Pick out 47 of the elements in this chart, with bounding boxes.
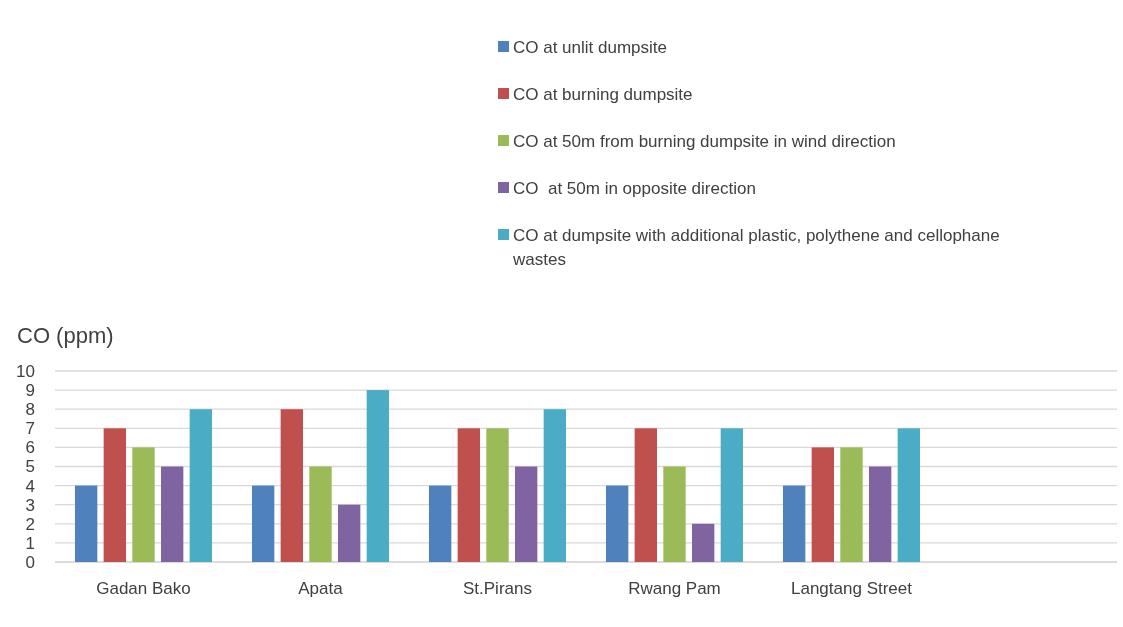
y-tick-label: 10 xyxy=(16,361,35,381)
y-tick-label: 4 xyxy=(25,476,35,496)
bar xyxy=(782,485,806,562)
legend-label: CO at 50m from burning dumpsite in wind direction xyxy=(513,131,896,151)
y-tick-label: 5 xyxy=(25,457,35,477)
bar xyxy=(720,428,744,562)
bar xyxy=(309,466,332,562)
y-tick-label: 3 xyxy=(25,495,35,515)
bar xyxy=(543,409,567,562)
bar xyxy=(428,485,452,562)
bar xyxy=(103,428,127,562)
bar xyxy=(868,466,892,562)
x-tick-label: St.Pirans xyxy=(463,578,532,598)
x-tick-label: Apata xyxy=(298,578,344,598)
legend-label: CO at dumpsite with additional plastic, polythene and cellophane wastes xyxy=(512,225,1000,269)
x-tick-label: Langtang Street xyxy=(791,578,913,598)
y-axis-title: CO (ppm) xyxy=(17,322,114,348)
bar xyxy=(280,409,304,562)
y-tick-label: 6 xyxy=(25,438,35,458)
bar xyxy=(840,447,863,562)
bar xyxy=(811,447,835,562)
bar xyxy=(605,485,629,562)
legend-label: CO at burning dumpsite xyxy=(513,84,693,104)
legend-label: CO at unlit dumpsite xyxy=(513,37,668,57)
bar xyxy=(160,466,184,562)
bar xyxy=(132,447,155,562)
bar xyxy=(486,428,509,562)
y-tick-label: 7 xyxy=(25,419,35,439)
bar xyxy=(514,466,538,562)
y-tick-label: 2 xyxy=(25,514,35,534)
bar xyxy=(691,523,715,562)
y-tick-label: 8 xyxy=(25,400,35,420)
y-tick-label: 1 xyxy=(25,533,35,553)
bar xyxy=(189,409,213,562)
legend-label: CO at 50m in opposite direction xyxy=(513,178,756,198)
x-tick-label: Rwang Pam xyxy=(628,578,721,598)
bar xyxy=(457,428,481,562)
bar xyxy=(634,428,658,562)
bar xyxy=(74,485,98,562)
y-tick-label: 9 xyxy=(25,381,35,401)
bar xyxy=(251,485,275,562)
bar xyxy=(897,428,921,562)
bar xyxy=(366,390,390,562)
bar xyxy=(337,504,361,562)
y-tick-label: 0 xyxy=(25,552,35,572)
x-tick-label: Gadan Bako xyxy=(96,578,191,598)
bar xyxy=(663,466,686,562)
